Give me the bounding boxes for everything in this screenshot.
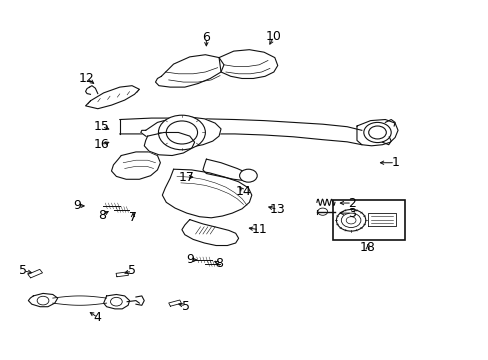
Circle shape — [110, 297, 122, 306]
Circle shape — [336, 210, 365, 231]
Text: 1: 1 — [390, 156, 398, 169]
Text: 9: 9 — [73, 199, 81, 212]
Text: 8: 8 — [215, 257, 223, 270]
Polygon shape — [120, 118, 361, 145]
Text: 12: 12 — [79, 72, 95, 85]
Polygon shape — [356, 120, 397, 146]
Polygon shape — [155, 55, 224, 87]
Polygon shape — [103, 294, 129, 309]
Text: 10: 10 — [265, 30, 281, 43]
Text: 2: 2 — [347, 197, 355, 210]
Circle shape — [37, 296, 49, 305]
Text: 18: 18 — [359, 241, 375, 254]
Text: 9: 9 — [185, 253, 193, 266]
Text: 4: 4 — [94, 311, 102, 324]
Polygon shape — [141, 117, 221, 147]
Text: 5: 5 — [128, 264, 136, 277]
Polygon shape — [203, 159, 250, 181]
Text: 15: 15 — [94, 120, 109, 133]
Polygon shape — [162, 169, 251, 218]
Polygon shape — [182, 220, 238, 246]
Polygon shape — [111, 152, 160, 179]
Polygon shape — [28, 269, 42, 278]
Text: 3: 3 — [347, 207, 355, 220]
Text: 11: 11 — [251, 223, 266, 236]
Text: 5: 5 — [182, 300, 189, 312]
Circle shape — [239, 169, 257, 182]
Polygon shape — [28, 293, 58, 307]
Polygon shape — [144, 132, 194, 156]
Text: 16: 16 — [94, 138, 109, 151]
Text: 5: 5 — [20, 264, 27, 277]
Polygon shape — [168, 300, 181, 306]
Text: 14: 14 — [235, 185, 251, 198]
Circle shape — [158, 115, 205, 150]
Text: 7: 7 — [129, 211, 137, 224]
Polygon shape — [219, 50, 277, 78]
Polygon shape — [116, 272, 128, 277]
Text: 8: 8 — [98, 209, 105, 222]
Text: 17: 17 — [179, 171, 194, 184]
Text: 6: 6 — [202, 31, 210, 44]
Text: 13: 13 — [269, 203, 285, 216]
Bar — [332, 200, 404, 240]
Polygon shape — [367, 213, 395, 226]
Polygon shape — [85, 86, 139, 109]
